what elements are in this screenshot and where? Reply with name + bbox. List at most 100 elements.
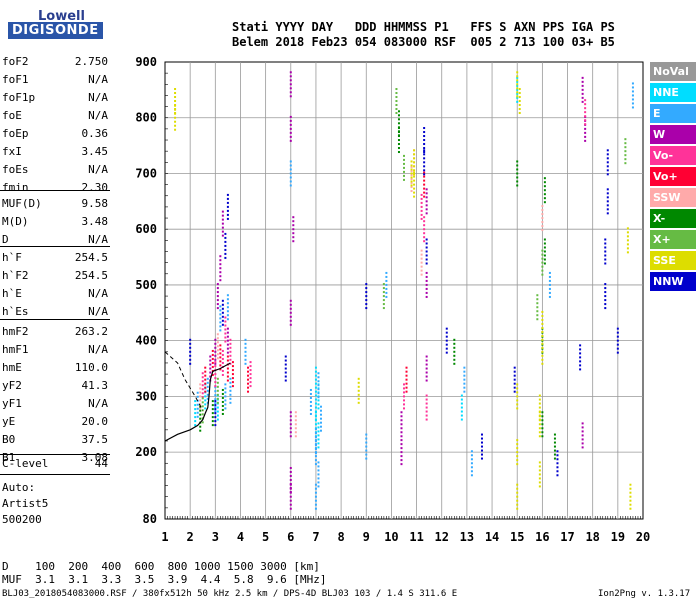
data-point: [314, 419, 317, 422]
data-point: [226, 193, 229, 196]
data-point: [216, 333, 219, 336]
data-point: [199, 425, 202, 428]
data-point: [317, 434, 320, 437]
data-point: [584, 111, 587, 114]
data-point: [201, 401, 204, 404]
data-point: [309, 408, 312, 411]
data-point: [204, 390, 207, 393]
data-point: [314, 495, 317, 498]
data-point: [229, 401, 232, 404]
data-point: [400, 435, 403, 438]
param-value: 254.5: [74, 251, 108, 264]
y-tick-label: 80: [143, 512, 157, 526]
data-point: [425, 279, 428, 282]
param-md: M(D) 3.48: [2, 215, 108, 233]
data-point: [317, 392, 320, 395]
param-fof2: foF2 2.750: [2, 55, 108, 73]
data-point: [226, 298, 229, 301]
data-point: [211, 400, 214, 403]
data-point: [199, 409, 202, 412]
data-point: [224, 240, 227, 243]
data-point: [541, 322, 544, 325]
data-point: [543, 181, 546, 184]
data-point: [423, 175, 426, 178]
data-point: [226, 375, 229, 378]
param-value: N/A: [88, 397, 108, 410]
data-point: [516, 79, 519, 82]
data-point: [216, 414, 219, 417]
param-name: foF2: [2, 55, 29, 68]
data-point: [194, 404, 197, 407]
data-point: [518, 92, 521, 95]
data-point: [221, 388, 224, 391]
data-point: [216, 299, 219, 302]
data-point: [244, 358, 247, 361]
data-point: [219, 305, 222, 308]
data-point: [536, 306, 539, 309]
data-point: [413, 187, 416, 190]
data-point: [201, 388, 204, 391]
data-point: [221, 307, 224, 310]
data-point: [420, 201, 423, 204]
data-point: [365, 445, 368, 448]
data-point: [219, 271, 222, 274]
auto-code: 500200: [2, 513, 42, 526]
data-point: [480, 445, 483, 448]
param-value: 44: [94, 457, 108, 470]
data-point: [470, 462, 473, 465]
data-point: [314, 503, 317, 506]
data-point: [284, 367, 287, 370]
data-point: [425, 398, 428, 401]
data-point: [289, 71, 292, 74]
data-point: [541, 310, 544, 313]
x-tick-label: 4: [237, 530, 244, 544]
data-point: [174, 88, 177, 91]
y-tick-label: 400: [135, 334, 157, 348]
param-he: h`E N/A: [2, 287, 108, 305]
data-point: [516, 503, 519, 506]
data-point: [410, 172, 413, 175]
param-value: 20.0: [81, 415, 109, 428]
data-point: [365, 433, 368, 436]
param-name: yF1: [2, 397, 22, 410]
data-point: [584, 107, 587, 110]
data-point: [289, 176, 292, 179]
data-point: [382, 299, 385, 302]
data-point: [604, 246, 607, 249]
data-point: [224, 403, 227, 406]
data-point: [480, 441, 483, 444]
data-point: [221, 303, 224, 306]
param-value: 2.750: [74, 55, 108, 68]
data-point: [209, 363, 212, 366]
data-point: [289, 487, 292, 490]
data-point: [541, 205, 544, 208]
param-value: 37.5: [81, 433, 109, 446]
data-point: [216, 389, 219, 392]
data-point: [317, 372, 320, 375]
data-point: [606, 165, 609, 168]
data-point: [445, 331, 448, 334]
data-point: [317, 430, 320, 433]
data-point: [516, 100, 519, 103]
data-point: [226, 201, 229, 204]
data-point: [541, 354, 544, 357]
data-point: [410, 174, 413, 177]
param-hf2: h`F2 254.5: [2, 269, 108, 287]
data-point: [174, 112, 177, 115]
data-point: [629, 499, 632, 502]
data-point: [219, 356, 222, 359]
data-point: [319, 409, 322, 412]
data-point: [453, 346, 456, 349]
data-point: [516, 176, 519, 179]
data-point: [289, 411, 292, 414]
data-point: [541, 221, 544, 224]
data-point: [314, 411, 317, 414]
data-point: [543, 189, 546, 192]
data-point: [221, 392, 224, 395]
data-point: [289, 466, 292, 469]
data-point: [214, 342, 217, 345]
data-point: [513, 378, 516, 381]
data-point: [581, 88, 584, 91]
data-point: [206, 381, 209, 384]
data-point: [543, 242, 546, 245]
